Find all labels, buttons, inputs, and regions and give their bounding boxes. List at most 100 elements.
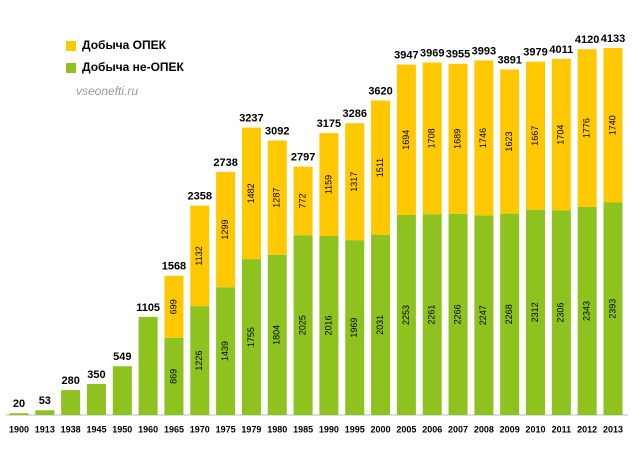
x-tick-label: 1975 (216, 424, 236, 434)
total-label: 1568 (162, 261, 186, 273)
bar-segment (603, 48, 623, 203)
x-tick-label: 1980 (267, 424, 287, 434)
bar-segment (396, 64, 416, 215)
bar-segment (293, 166, 313, 236)
bar-segment (35, 410, 55, 415)
value-label: 1623 (504, 132, 514, 152)
value-label: 2306 (556, 303, 566, 323)
value-label: 1511 (375, 158, 385, 177)
bar-segment (371, 234, 391, 415)
total-label: 2358 (188, 191, 212, 203)
bar-segment (241, 127, 261, 260)
value-label: 2268 (504, 304, 514, 324)
value-label: 1482 (246, 183, 256, 203)
value-label: 2253 (401, 305, 411, 325)
watermark: vseonefti.ru (76, 84, 138, 98)
total-label: 2797 (291, 152, 315, 164)
total-label: 2738 (213, 157, 237, 169)
value-label: 1804 (272, 325, 282, 345)
value-label: 869 (168, 369, 178, 384)
total-label: 3620 (368, 85, 392, 97)
x-tick-label: 1970 (190, 424, 210, 434)
value-label: 1755 (246, 327, 256, 347)
bar-segment (551, 210, 571, 415)
bar-segment (164, 337, 184, 415)
x-tick-label: 1960 (138, 424, 158, 434)
x-tick-label: 1985 (293, 424, 313, 434)
legend-label: Добыча ОПЕК (82, 38, 167, 52)
total-label: 3969 (420, 47, 444, 59)
bar-segment (319, 235, 339, 415)
total-label: 4133 (601, 33, 625, 45)
bar-segment (448, 63, 468, 214)
value-label: 1132 (194, 246, 204, 265)
bar-segment (577, 206, 597, 415)
total-label: 3092 (265, 125, 289, 137)
x-tick-label: 2007 (448, 424, 468, 434)
value-label: 1439 (220, 341, 230, 361)
bar-segment (216, 287, 236, 415)
bar-segment (345, 123, 365, 241)
value-label: 1776 (582, 118, 592, 138)
bar-segment (86, 383, 106, 415)
total-label: 1105 (136, 302, 160, 314)
value-label: 2393 (607, 299, 617, 319)
value-label: 1969 (349, 318, 359, 338)
value-label: 1317 (349, 172, 359, 192)
x-tick-label: 1965 (164, 424, 184, 434)
value-label: 1299 (220, 220, 230, 240)
legend-label: Добыча не-ОПЕК (82, 60, 185, 74)
value-label: 2031 (375, 315, 385, 335)
x-tick-label: 2009 (500, 424, 520, 434)
x-tick-label: 1950 (112, 424, 132, 434)
total-label: 3979 (523, 47, 547, 59)
value-label: 1689 (452, 129, 462, 149)
total-label: 3947 (394, 49, 418, 61)
bar-segment (9, 413, 29, 415)
bar-segment (526, 61, 546, 210)
value-label: 1159 (323, 175, 333, 194)
x-tick-label: 1900 (9, 424, 29, 434)
total-label: 3175 (317, 118, 341, 130)
x-tick-label: 2006 (422, 424, 442, 434)
value-label: 1694 (401, 130, 411, 150)
bar-segment (267, 254, 287, 415)
legend-swatch (66, 63, 76, 73)
bar-segment (345, 240, 365, 415)
x-tick-label: 1913 (35, 424, 55, 434)
bar-segment (371, 100, 391, 235)
bar-segment (422, 214, 442, 415)
value-label: 1708 (427, 128, 437, 148)
bar-segment (138, 316, 158, 415)
bar-segment (396, 214, 416, 415)
x-tick-label: 2008 (474, 424, 494, 434)
x-tick-label: 1979 (241, 424, 261, 434)
bar-segment (319, 133, 339, 236)
bar-segment (551, 58, 571, 211)
total-label: 350 (87, 369, 105, 381)
bar-segment (603, 202, 623, 415)
bar-segment (500, 69, 520, 214)
value-label: 1226 (194, 351, 204, 371)
bar-segment (61, 390, 81, 415)
total-label: 3891 (497, 54, 521, 66)
bar-segment (164, 275, 184, 338)
bar-segment (267, 140, 287, 255)
x-tick-label: 1945 (86, 424, 106, 434)
x-tick-label: 1990 (319, 424, 339, 434)
bar-segment (526, 209, 546, 415)
value-label: 2266 (452, 304, 462, 324)
x-tick-label: 2013 (603, 424, 623, 434)
x-tick-label: 2010 (526, 424, 546, 434)
value-label: 1287 (272, 188, 282, 208)
total-label: 3993 (472, 45, 496, 57)
bar-segment (500, 213, 520, 415)
value-label: 699 (168, 299, 178, 314)
x-tick-label: 1995 (345, 424, 365, 434)
x-tick-label: 2011 (552, 424, 572, 434)
bar-segment (422, 62, 442, 215)
bar-segment (112, 366, 132, 415)
total-label: 53 (39, 395, 51, 407)
value-label: 2312 (530, 302, 540, 322)
